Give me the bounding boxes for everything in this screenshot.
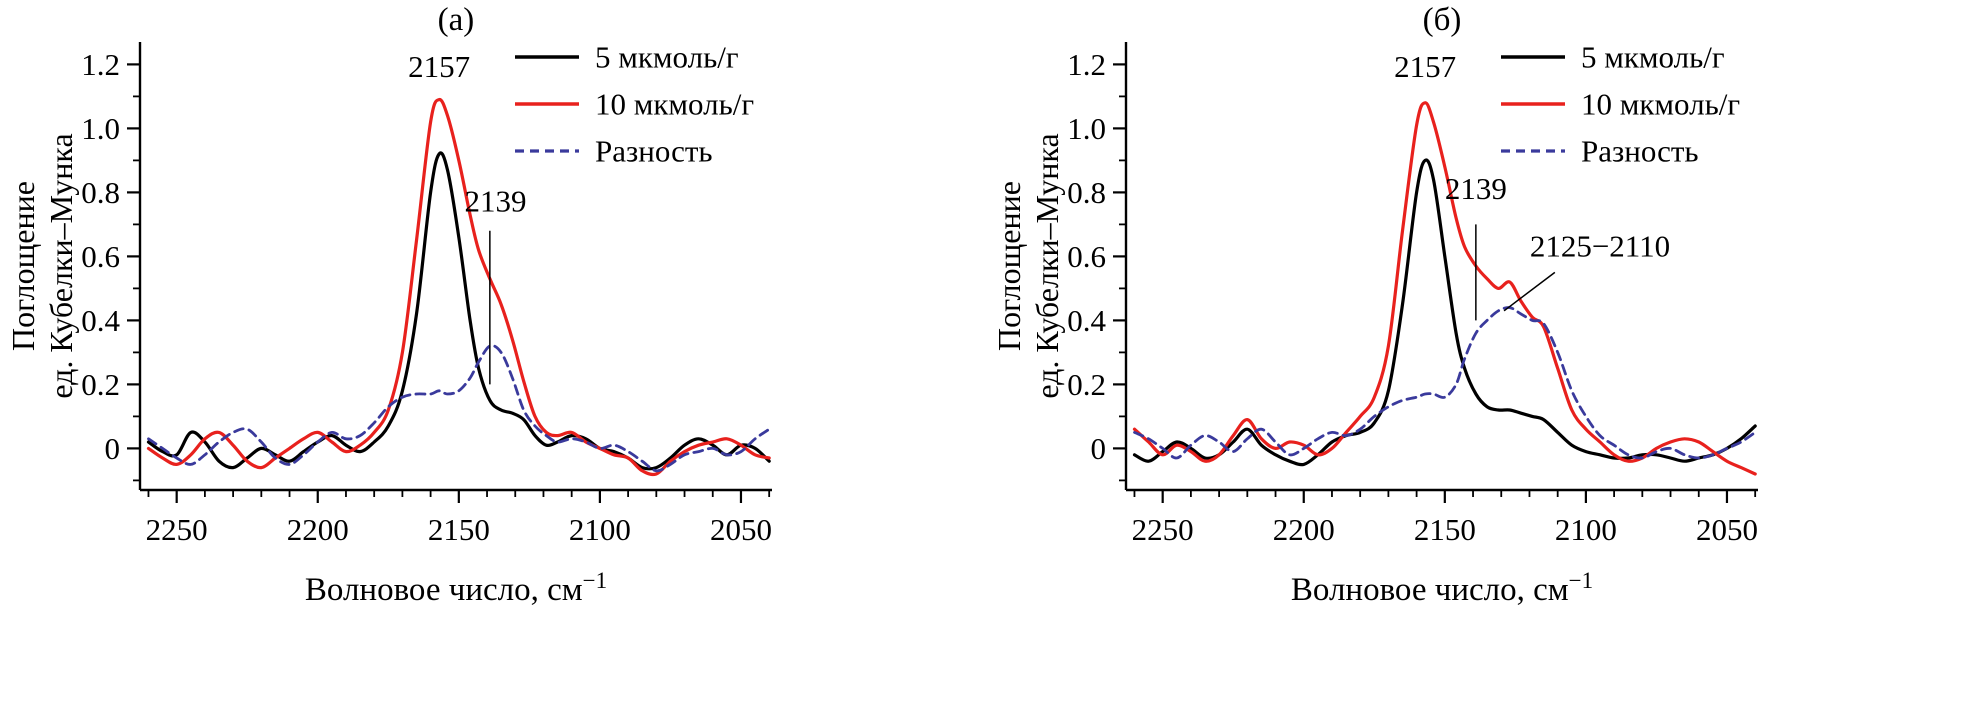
x-axis-label: Волновое число, см−1 xyxy=(305,568,607,608)
chart-a-canvas: (а) 2250 2200 2150 2100 2050 0 0.2 0.4 0.6 0.8 1.0 1… xyxy=(5,2,772,608)
annotation-pointer-line xyxy=(1503,271,1556,312)
x-tick-label: 2050 xyxy=(1696,512,1758,547)
y-axis-label-line1: Поглощение xyxy=(5,181,41,351)
peak-annotation: 2139 xyxy=(1445,171,1507,206)
y-axis-label-line1: Поглощение xyxy=(991,181,1027,351)
legend-label-0: 5 мкмоль/г xyxy=(1581,40,1725,75)
chart-b-canvas: (б) 2250 2200 2150 2100 2050 0 0.2 0.4 0.6 0.8 1.0 1… xyxy=(991,2,1758,608)
spectrum-panel-b: (б) 2250 2200 2150 2100 2050 0 0.2 0.4 0.6 0.8 1.0 1… xyxy=(986,0,1972,715)
y-tick-label: 1.2 xyxy=(1067,47,1106,82)
y-tick-label: 0.8 xyxy=(1067,175,1106,210)
x-tick-label: 2250 xyxy=(1132,512,1194,547)
series-curve-1 xyxy=(146,97,771,477)
y-tick-label: 1.0 xyxy=(1067,111,1106,146)
peak-annotation: 2139 xyxy=(465,184,527,219)
y-tick-label: 0.2 xyxy=(81,367,120,402)
legend-label-2: Разность xyxy=(1581,134,1699,169)
x-tick-label: 2150 xyxy=(1414,512,1476,547)
y-tick-label: 0.4 xyxy=(81,303,120,338)
y-tick-label: 0.6 xyxy=(81,239,120,274)
legend-label-2: Разность xyxy=(595,134,713,169)
y-tick-label: 0.6 xyxy=(1067,239,1106,274)
spectrum-panel-a: (а) 2250 2200 2150 2100 2050 0 0.2 0.4 0.6 0.8 1.0 1… xyxy=(0,0,986,715)
x-tick-label: 2100 xyxy=(1555,512,1617,547)
legend-label-1: 10 мкмоль/г xyxy=(1581,87,1740,122)
y-axis-label-line2: ед. Кубелки–Мунка xyxy=(43,133,79,398)
x-tick-label: 2050 xyxy=(710,512,772,547)
series-curve-2 xyxy=(1133,306,1757,460)
peak-annotation: 2157 xyxy=(408,49,470,84)
series-curve-0 xyxy=(146,151,771,471)
peak-annotation: 2125−2110 xyxy=(1530,228,1670,263)
peak-annotation: 2157 xyxy=(1394,49,1456,84)
y-tick-label: 0.8 xyxy=(81,175,120,210)
panel-title: (б) xyxy=(1423,2,1462,38)
x-tick-label: 2250 xyxy=(146,512,208,547)
x-tick-label: 2100 xyxy=(569,512,631,547)
y-tick-label: 0 xyxy=(1091,431,1107,466)
series-curve-2 xyxy=(147,344,771,473)
x-tick-label: 2200 xyxy=(1273,512,1335,547)
y-tick-label: 1.0 xyxy=(81,111,120,146)
series-curve-0 xyxy=(1132,158,1757,467)
y-tick-label: 0 xyxy=(105,431,121,466)
y-tick-label: 1.2 xyxy=(81,47,120,82)
legend-label-1: 10 мкмоль/г xyxy=(595,87,754,122)
x-tick-label: 2150 xyxy=(428,512,490,547)
x-tick-label: 2200 xyxy=(287,512,349,547)
legend-label-0: 5 мкмоль/г xyxy=(595,40,739,75)
y-axis-label-line2: ед. Кубелки–Мунка xyxy=(1029,133,1065,398)
panel-title: (а) xyxy=(438,2,475,38)
y-tick-label: 0.2 xyxy=(1067,367,1106,402)
y-tick-label: 0.4 xyxy=(1067,303,1106,338)
x-axis-label: Волновое число, см−1 xyxy=(1291,568,1593,608)
